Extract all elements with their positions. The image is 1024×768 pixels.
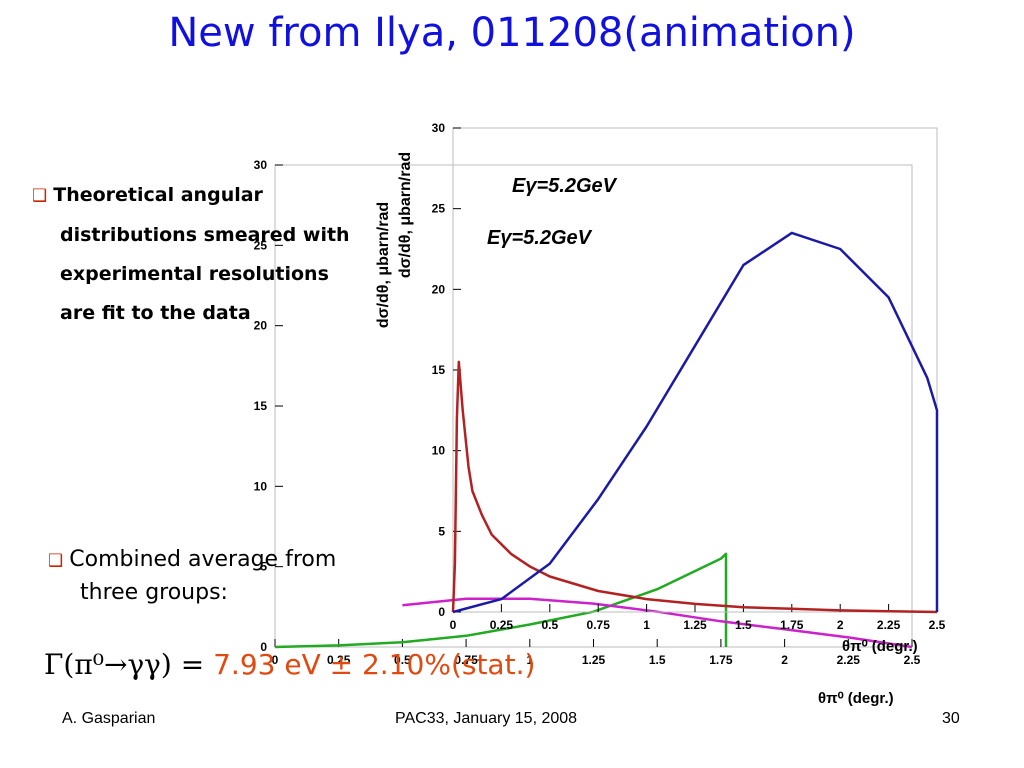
bullet-line: Theoretical angular <box>53 184 263 206</box>
x-tick-label: 1.25 <box>683 618 707 632</box>
bullet-line: are fit to the data <box>60 302 251 324</box>
y-tick-label: 30 <box>432 121 446 135</box>
x-tick-label: 2 <box>837 618 844 632</box>
bullet-combined: ❑ Combined average from three groups: <box>48 544 336 609</box>
y-axis-label: dσ/dθ, μbarn/rad <box>375 202 392 328</box>
bullet-line: distributions smeared with <box>60 224 350 246</box>
x-tick-label: 0.5 <box>541 618 558 632</box>
energy-annotation: Eγ=5.2GeV <box>512 175 618 197</box>
x-tick-label: 2.25 <box>877 618 901 632</box>
x-tick-label: 2 <box>781 653 788 667</box>
plot-frame <box>274 164 913 648</box>
x-axis-label: θπ⁰ (degr.) <box>818 690 894 707</box>
plot-frame <box>452 127 938 613</box>
y-tick-label: 15 <box>432 363 446 377</box>
y-tick-label: 10 <box>254 479 268 493</box>
y-tick-label: 15 <box>254 399 268 413</box>
footer-conference: PAC33, January 15, 2008 <box>395 710 578 727</box>
y-tick-label: 5 <box>260 560 267 574</box>
y-tick-label: 25 <box>254 238 268 252</box>
x-tick-label: 0.25 <box>490 618 514 632</box>
x-tick-label: 0.75 <box>454 653 478 667</box>
x-tick-label: 2.25 <box>837 653 861 667</box>
energy-annotation: Eγ=5.2GeV <box>487 227 593 249</box>
bullet-square-icon: ❑ <box>48 551 64 571</box>
y-tick-label: 0 <box>438 605 445 619</box>
y-tick-label: 20 <box>432 282 446 296</box>
x-tick-label: 0.75 <box>587 618 611 632</box>
footer-page-number: 30 <box>942 710 960 727</box>
x-axis-label: θπ⁰ (degr.) <box>842 638 918 655</box>
x-tick-label: 1.5 <box>649 653 666 667</box>
y-tick-label: 5 <box>438 524 445 538</box>
formula-value: 7.93 eV ± 2.10%(stat.) <box>213 648 536 681</box>
bullet-square-icon: ❑ <box>32 186 48 206</box>
x-tick-label: 1 <box>526 653 533 667</box>
x-tick-label: 0.25 <box>327 653 351 667</box>
series-line-green <box>274 552 728 649</box>
x-tick-label: 1.75 <box>709 653 733 667</box>
y-tick-label: 10 <box>432 444 446 458</box>
bullet-theoretical: ❑ Theoretical angular distributions smear… <box>32 176 350 333</box>
x-tick-label: 0.5 <box>394 653 411 667</box>
slide-title: New from Ilya, 011208(animation) <box>168 10 856 56</box>
x-tick-label: 1.5 <box>735 618 752 632</box>
series-line-red <box>451 360 938 614</box>
x-tick-label: 0 <box>450 618 457 632</box>
x-tick-label: 0 <box>272 653 279 667</box>
y-tick-label: 20 <box>254 319 268 333</box>
bullet-line: Combined average from <box>69 547 337 572</box>
formula-lhs: Γ(π⁰→γγ) = <box>44 648 205 681</box>
x-tick-label: 1.75 <box>780 618 804 632</box>
footer-author: A. Gasparian <box>62 710 156 727</box>
bullet-line: experimental resolutions <box>60 263 329 285</box>
x-tick-label: 2.5 <box>929 618 946 632</box>
x-tick-label: 1 <box>643 618 650 632</box>
bullet-line: three groups: <box>80 580 228 605</box>
result-formula: Γ(π⁰→γγ) = 7.93 eV ± 2.10%(stat.) <box>44 648 535 681</box>
x-tick-label: 1.25 <box>582 653 606 667</box>
x-tick-label: 2.5 <box>904 653 921 667</box>
y-axis-label: dσ/dθ, μbarn/rad <box>397 152 414 278</box>
y-tick-label: 0 <box>260 640 267 654</box>
chart-front: 0 5 10 15 20 25 30 0 0.25 0.5 0.75 1 1.25 1.5 1.75 2 2.2… <box>397 121 946 655</box>
y-tick-label: 25 <box>432 202 446 216</box>
y-tick-label: 30 <box>254 158 268 172</box>
series-line-blue <box>452 231 939 614</box>
